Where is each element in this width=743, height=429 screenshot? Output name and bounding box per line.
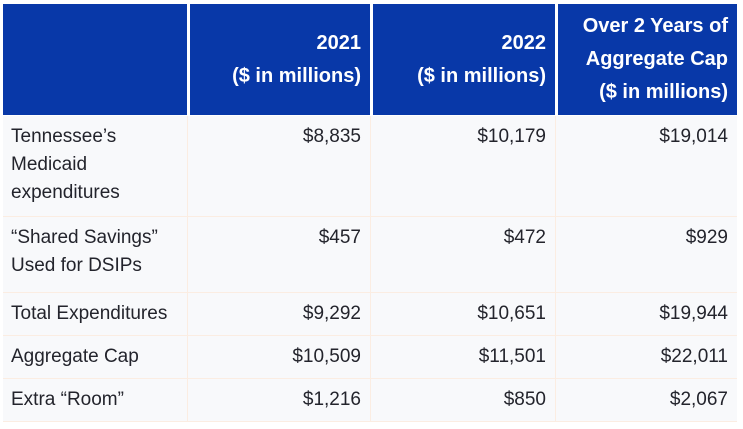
value-2022: $10,651	[370, 293, 555, 336]
value-total: $2,067	[555, 379, 737, 422]
table-row: Total Expenditures $9,292 $10,651 $19,94…	[3, 293, 737, 336]
row-label-shared-savings: “Shared Savings” Used for DSIPs	[3, 217, 187, 293]
header-2022: 2022 ($ in millions)	[370, 4, 555, 117]
row-label-medicaid-expenditures: Tennessee’s Medicaid expenditures	[3, 116, 187, 217]
expenditures-table: 2021 ($ in millions) 2022 ($ in millions…	[3, 4, 737, 422]
value-2022: $472	[370, 217, 555, 293]
value-2022: $850	[370, 379, 555, 422]
table-row: “Shared Savings” Used for DSIPs $457 $47…	[3, 217, 737, 293]
value-2021: $10,509	[187, 336, 370, 379]
value-total: $19,944	[555, 293, 737, 336]
value-2021: $8,835	[187, 116, 370, 217]
table-row: Tennessee’s Medicaid expenditures $8,835…	[3, 116, 737, 217]
table-header-row: 2021 ($ in millions) 2022 ($ in millions…	[3, 4, 737, 117]
value-2022: $11,501	[370, 336, 555, 379]
value-2021: $457	[187, 217, 370, 293]
value-total: $19,014	[555, 116, 737, 217]
header-2021: 2021 ($ in millions)	[187, 4, 370, 117]
value-total: $22,011	[555, 336, 737, 379]
table-row: Aggregate Cap $10,509 $11,501 $22,011	[3, 336, 737, 379]
header-over-2-years-aggregate-cap: Over 2 Years of Aggregate Cap ($ in mill…	[555, 4, 737, 117]
value-2022: $10,179	[370, 116, 555, 217]
value-total: $929	[555, 217, 737, 293]
header-empty-cell	[3, 4, 187, 117]
table-row: Extra “Room” $1,216 $850 $2,067	[3, 379, 737, 422]
value-2021: $9,292	[187, 293, 370, 336]
row-label-extra-room: Extra “Room”	[3, 379, 187, 422]
value-2021: $1,216	[187, 379, 370, 422]
row-label-total-expenditures: Total Expenditures	[3, 293, 187, 336]
row-label-aggregate-cap: Aggregate Cap	[3, 336, 187, 379]
